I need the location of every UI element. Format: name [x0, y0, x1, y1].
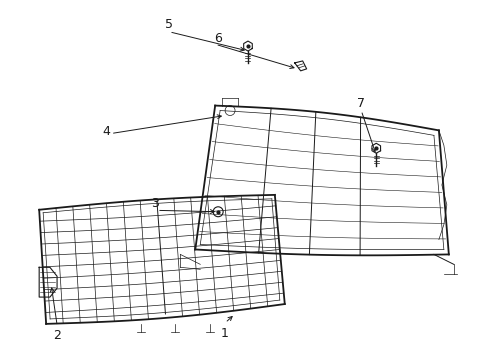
Text: 3: 3	[150, 197, 158, 210]
Text: 2: 2	[53, 329, 61, 342]
Text: 6: 6	[213, 32, 221, 45]
Text: 5: 5	[165, 18, 173, 31]
Text: 7: 7	[356, 97, 365, 110]
Text: 1: 1	[221, 327, 228, 340]
Text: 4: 4	[102, 125, 110, 138]
